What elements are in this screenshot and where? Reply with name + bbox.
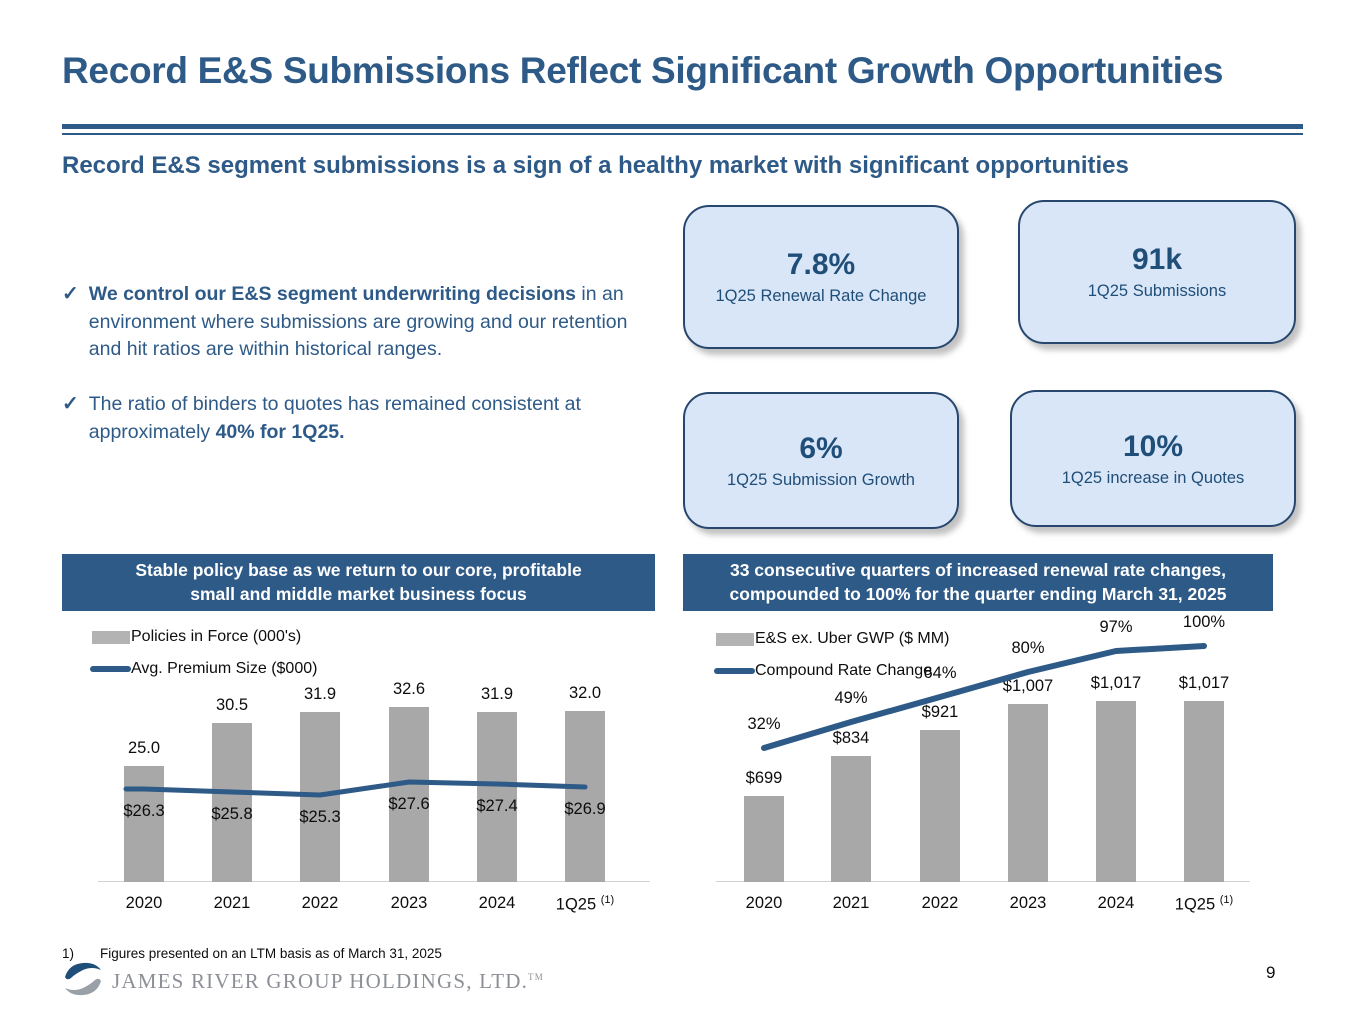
line-label-1-2021: 49% (834, 689, 868, 707)
line-label-0-2024: $27.4 (476, 797, 518, 815)
category-label-1-1Q25: 1Q25 (1) (1174, 894, 1234, 914)
category-label-0-2024: 2024 (478, 894, 516, 912)
stat-label: 1Q25 Submissions (1087, 282, 1227, 300)
right-chart-header-line2: compounded to 100% for the quarter endin… (729, 583, 1227, 604)
bar-1-2021 (831, 756, 871, 882)
bar-1-2020 (744, 796, 784, 882)
bar-label-0-2020: 25.0 (127, 739, 161, 757)
line-label-0-2021: $25.8 (211, 805, 253, 823)
bar-legend-swatch (716, 633, 754, 646)
logo-trademark: TM (528, 972, 544, 982)
bar-label-0-2022: 31.9 (303, 685, 337, 703)
bullet-text: We control our E&S segment underwriting … (88, 283, 628, 361)
category-label-1-2020: 2020 (745, 894, 783, 912)
company-logo: JAMES RIVER GROUP HOLDINGS, LTD.TM (62, 961, 544, 1002)
left-chart-header: Stable policy base as we return to our c… (62, 554, 655, 611)
line-label-1-2024: 97% (1099, 618, 1133, 636)
category-label-1-2023: 2023 (1009, 894, 1047, 912)
page-number: 9 (1266, 963, 1276, 982)
bar-label-1-2021: $834 (832, 729, 870, 747)
right-chart-header-line1: 33 consecutive quarters of increased ren… (729, 560, 1227, 581)
line-label-0-2023: $27.6 (388, 795, 430, 813)
category-label-1-2024: 2024 (1097, 894, 1135, 912)
bar-1-1Q25 (1184, 701, 1224, 882)
logo-text: JAMES RIVER GROUP HOLDINGS, LTD.TM (112, 969, 544, 993)
category-label-0-2022: 2022 (301, 894, 339, 912)
page-title: Record E&S Submissions Reflect Significa… (62, 50, 1224, 91)
bullet-item-1: ✓ The ratio of binders to quotes has rema… (62, 391, 652, 446)
stat-label: 1Q25 Renewal Rate Change (715, 287, 927, 305)
line-label-0-2020: $26.3 (123, 802, 165, 820)
line-label-0-2022: $25.3 (299, 808, 341, 826)
stat-label: 1Q25 Submission Growth (726, 470, 915, 489)
bar-label-0-2021: 30.5 (215, 696, 249, 714)
left-chart-header-line1: Stable policy base as we return to our c… (135, 560, 582, 581)
logo-swirl-icon (62, 961, 104, 1002)
stat-value: 91k (1131, 243, 1183, 276)
line-legend-swatch (90, 666, 131, 672)
stat-box-submissions: 91k 1Q25 Submissions (1018, 200, 1296, 344)
bar-legend-label: E&S ex. Uber GWP ($ MM) (755, 630, 950, 647)
bar-1-2022 (920, 730, 960, 882)
slide-subtitle: Record E&S segment submissions is a sign… (62, 152, 1129, 179)
bar-0-2022 (300, 712, 340, 882)
stat-box-submission-growth: 6% 1Q25 Submission Growth (683, 392, 959, 529)
bar-label-1-1Q25: $1,017 (1178, 674, 1230, 692)
bar-label-1-2020: $699 (745, 769, 783, 787)
category-label-1-2021: 2021 (832, 894, 870, 912)
stat-value: 10% (1122, 429, 1184, 463)
bar-label-0-2023: 32.6 (392, 680, 426, 698)
right-chart-axis (716, 881, 1250, 882)
line-legend-label: Avg. Premium Size ($000) (131, 660, 318, 677)
left-chart-header-line2: small and middle market business focus (190, 583, 527, 604)
bar-label-0-2024: 31.9 (480, 685, 514, 703)
left-chart-axis (98, 881, 650, 882)
category-label-0-1Q25: 1Q25 (1) (555, 894, 615, 914)
bar-legend-swatch (92, 631, 130, 644)
footnote-text: Figures presented on an LTM basis as of … (100, 946, 442, 961)
line-label-0-1Q25: $26.9 (564, 800, 606, 818)
bar-0-2021 (212, 723, 252, 882)
stat-value: 6% (799, 431, 843, 465)
line-label-1-2022: 64% (923, 664, 957, 682)
category-label-0-2020: 2020 (125, 894, 163, 912)
stat-box-renewal-rate: 7.8% 1Q25 Renewal Rate Change (683, 205, 959, 349)
bar-1-2023 (1008, 704, 1048, 882)
bar-0-1Q25 (565, 711, 605, 882)
stat-label: 1Q25 increase in Quotes (1061, 468, 1245, 487)
bullet-item-0: ✓ We control our E&S segment underwriting… (62, 281, 652, 364)
bar-label-1-2022: $921 (921, 703, 959, 721)
category-label-1-2022: 2022 (921, 894, 959, 912)
stat-box-quote-increase: 10% 1Q25 increase in Quotes (1010, 390, 1296, 527)
checkmark-icon: ✓ (62, 393, 79, 416)
bar-1-2024 (1096, 701, 1136, 882)
bar-legend-label: Policies in Force (000's) (131, 628, 302, 645)
line-label-1-2020: 32% (747, 715, 781, 733)
stat-value: 7.8% (786, 248, 856, 281)
bullet-text: The ratio of binders to quotes has remai… (88, 393, 581, 443)
bar-label-0-1Q25: 32.0 (568, 684, 602, 702)
checkmark-icon: ✓ (62, 283, 79, 305)
bar-label-1-2024: $1,017 (1090, 674, 1142, 692)
right-chart-header: 33 consecutive quarters of increased ren… (683, 554, 1273, 611)
bar-label-1-2023: $1,007 (1002, 677, 1054, 695)
bar-0-2020 (124, 766, 164, 882)
line-label-1-1Q25: 100% (1182, 613, 1226, 631)
bullet-list: ✓ We control our E&S segment underwriting… (62, 281, 652, 473)
line-label-1-2023: 80% (1011, 639, 1045, 657)
line-legend-swatch (714, 668, 755, 674)
footnote-marker: 1) (62, 946, 75, 961)
category-label-0-2023: 2023 (390, 894, 428, 912)
category-label-0-2021: 2021 (213, 894, 251, 912)
title-divider (62, 124, 1303, 135)
